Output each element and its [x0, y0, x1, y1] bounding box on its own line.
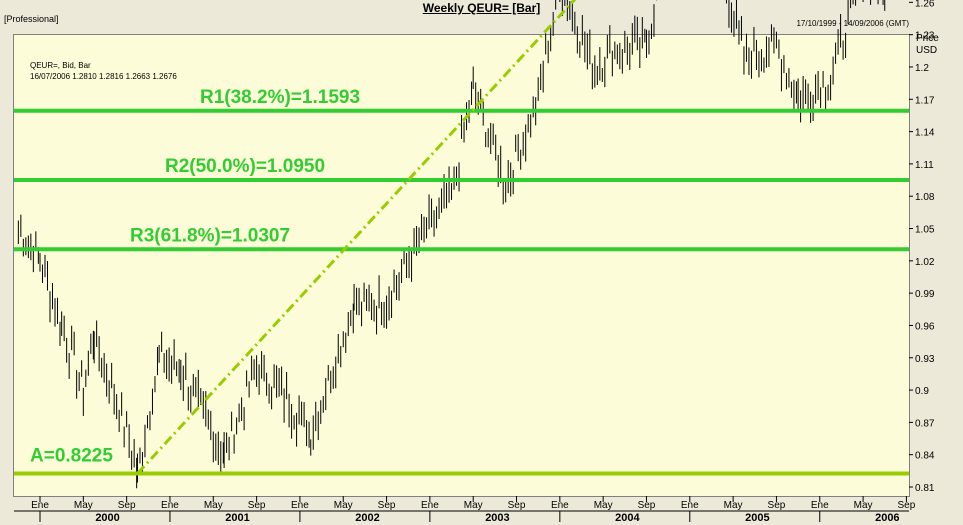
- y-tick-label: 1.23: [915, 31, 935, 42]
- instrument-info: QEUR=, Bid, Bar: [30, 61, 91, 70]
- y-tick-label: 0.81: [915, 483, 935, 494]
- x-year-label: 2005: [745, 512, 769, 524]
- x-month-label: Sep: [248, 500, 266, 511]
- x-month-label: Sep: [768, 500, 786, 511]
- x-month-label: Sep: [508, 500, 526, 511]
- x-month-label: May: [854, 500, 873, 511]
- x-year-label: 2003: [485, 512, 509, 524]
- x-month-label: May: [594, 500, 613, 511]
- x-month-label: May: [204, 500, 223, 511]
- y-tick-label: 1.11: [915, 160, 934, 171]
- x-month-label: May: [464, 500, 483, 511]
- x-year-label: 2004: [615, 512, 640, 524]
- x-month-label: May: [74, 500, 93, 511]
- date-range: 17/10/1999 - 14/09/2006 (GMT): [796, 19, 909, 28]
- x-month-label: May: [334, 500, 353, 511]
- y-tick-label: 1.14: [915, 128, 935, 139]
- level-label: R3(61.8%)=1.0307: [130, 225, 290, 246]
- x-month-label: Ene: [31, 500, 49, 511]
- level-label: R1(38.2%)=1.1593: [200, 87, 360, 108]
- y-unit-price: Price: [916, 33, 939, 44]
- x-month-label: Ene: [811, 500, 829, 511]
- x-month-label: Sep: [378, 500, 396, 511]
- ohlc-info: 16/07/2006 1.2810 1.2816 1.2663 1.2676: [30, 72, 177, 81]
- y-tick-label: 0.87: [915, 418, 935, 429]
- x-month-label: Ene: [161, 500, 179, 511]
- y-tick-label: 0.84: [915, 451, 935, 462]
- x-year-label: 2001: [225, 512, 249, 524]
- x-year-label: 2002: [355, 512, 379, 524]
- y-tick-label: 1.17: [915, 95, 935, 106]
- x-month-label: Sep: [638, 500, 656, 511]
- x-month-label: Sep: [118, 500, 136, 511]
- y-tick-label: 0.99: [915, 289, 935, 300]
- y-tick-label: 0.93: [915, 354, 935, 365]
- x-month-label: Ene: [681, 500, 699, 511]
- y-unit-currency: USD: [916, 45, 937, 56]
- y-tick-label: 1.2: [915, 63, 929, 74]
- x-month-label: Ene: [291, 500, 309, 511]
- y-tick-label: 0.9: [915, 386, 929, 397]
- x-month-label: May: [724, 500, 743, 511]
- x-year-label: 2006: [875, 512, 899, 524]
- edition-tag: [Professional]: [4, 14, 59, 24]
- y-tick-label: 0.96: [915, 321, 935, 332]
- y-tick-label: 1.08: [915, 192, 935, 203]
- level-label: A=0.8225: [30, 446, 113, 467]
- y-tick-label: 1.05: [915, 225, 935, 236]
- chart-title[interactable]: Weekly QEUR= [Bar]: [422, 1, 541, 15]
- y-tick-label: 1.02: [915, 257, 935, 268]
- y-tick-label: 1.26: [915, 0, 935, 9]
- x-year-label: 2000: [95, 512, 119, 524]
- x-month-label: Ene: [551, 500, 569, 511]
- x-month-label: Sep: [898, 500, 916, 511]
- level-label: R2(50.0%)=1.0950: [165, 156, 325, 177]
- x-month-label: Ene: [421, 500, 439, 511]
